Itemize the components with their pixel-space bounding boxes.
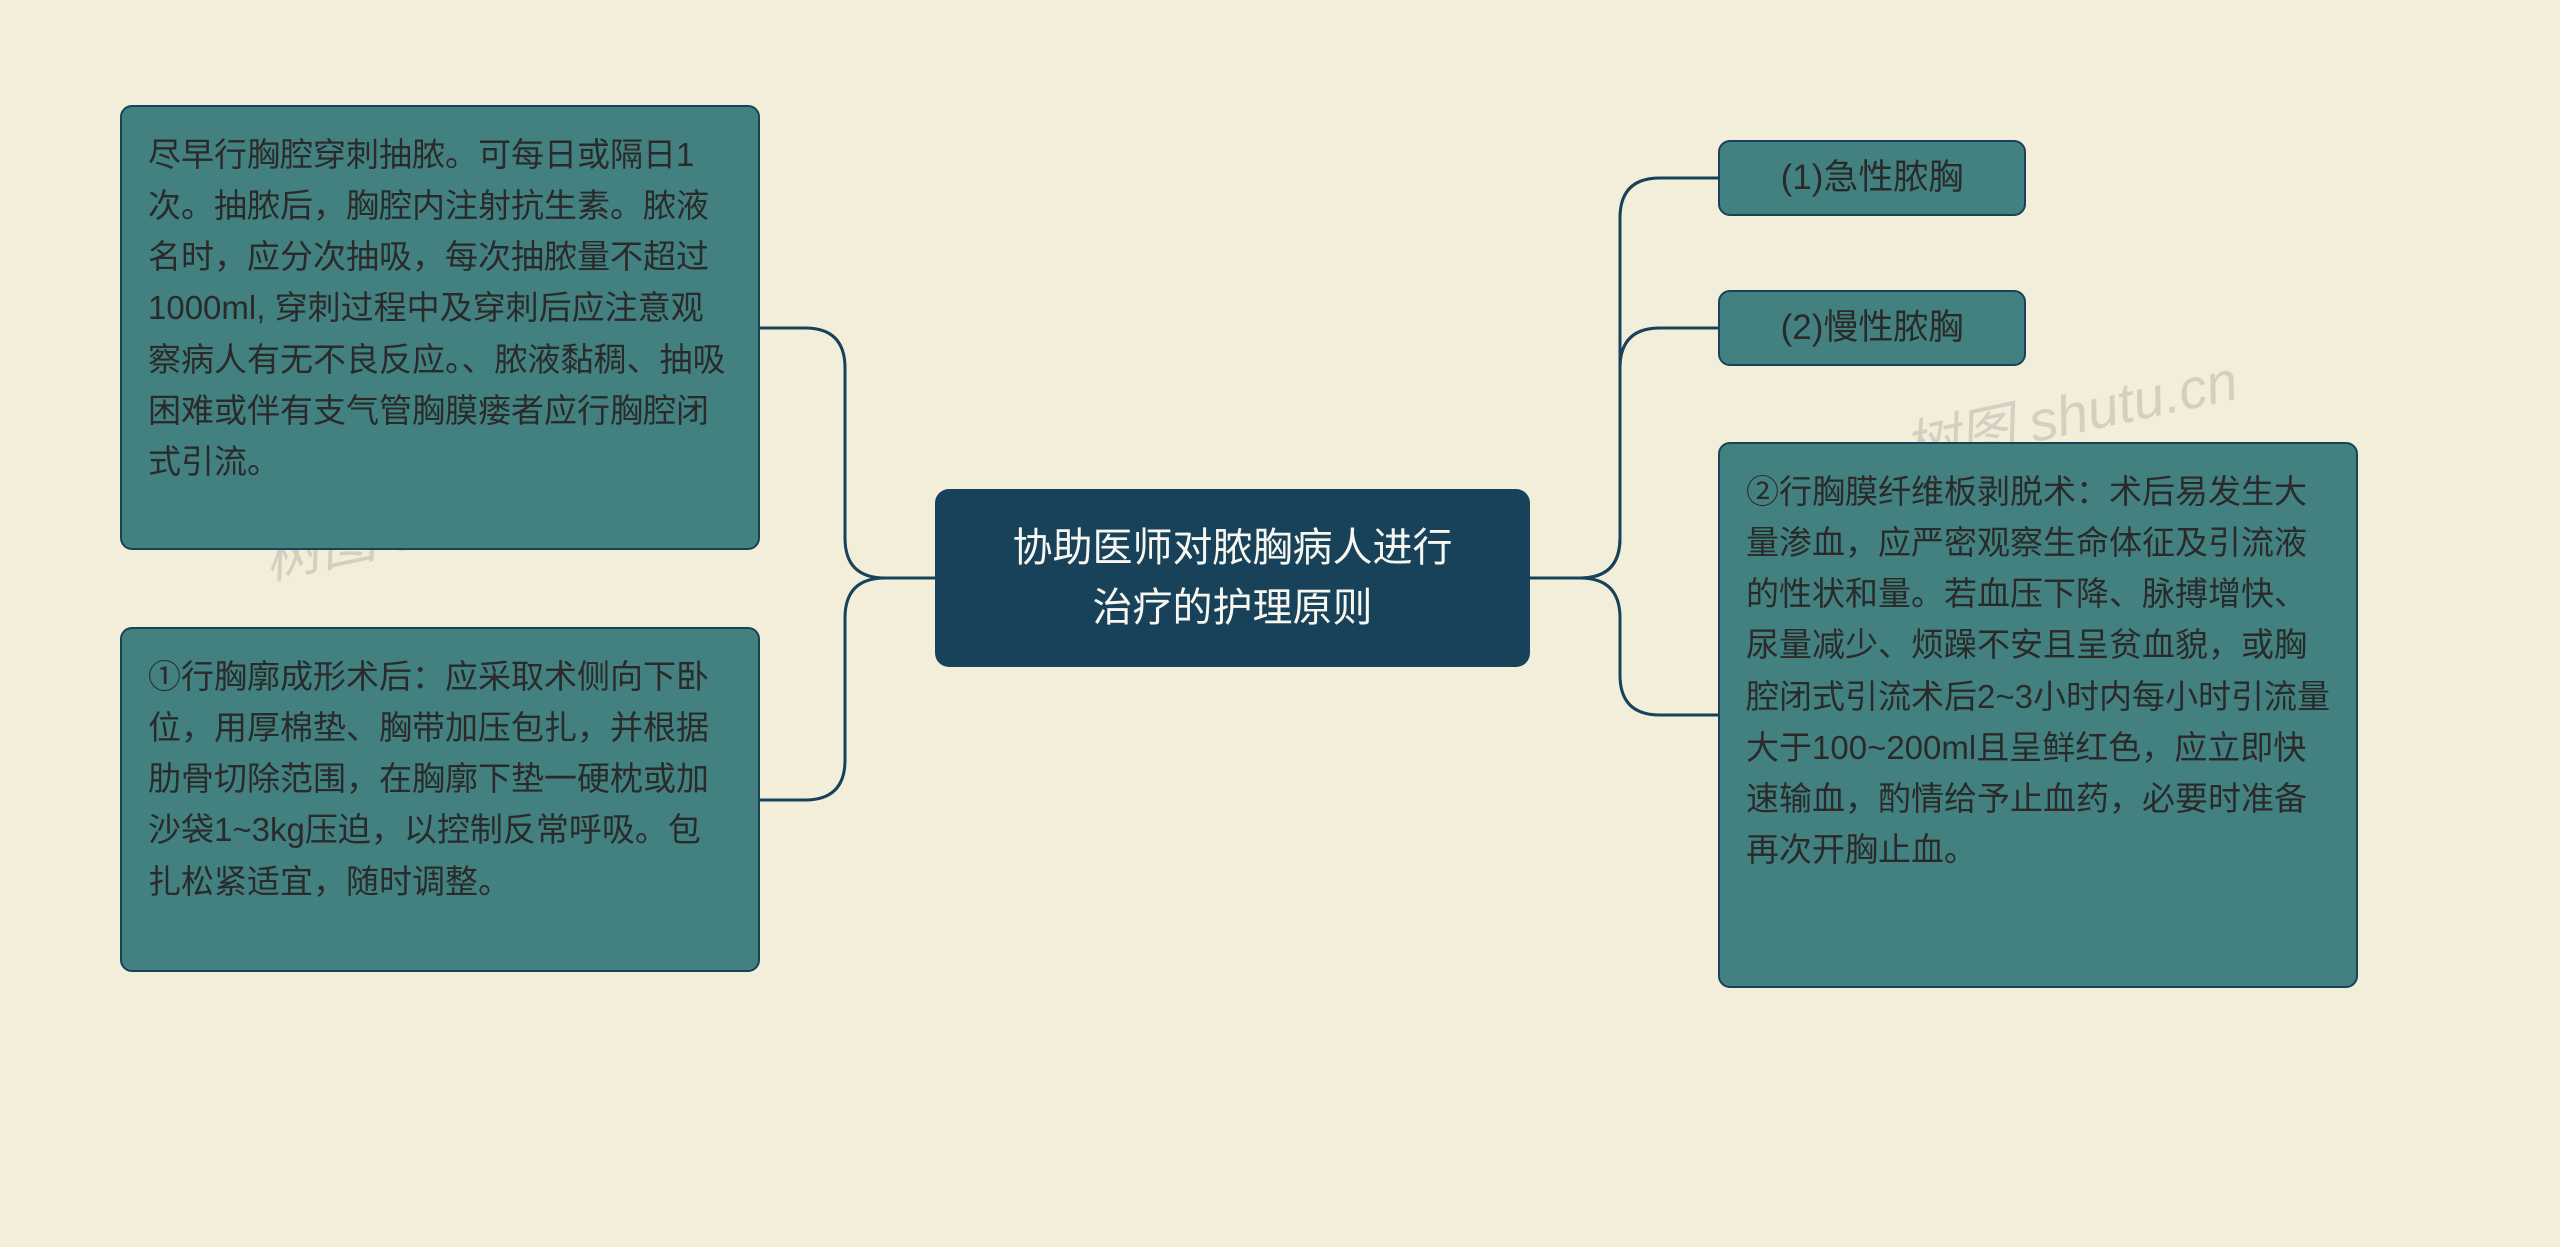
left-node-1-text: 尽早行胸腔穿刺抽脓。可每日或隔日1次。抽脓后，胸腔内注射抗生素。脓液名时，应分次…	[148, 136, 726, 480]
right-node-1: (1)急性脓胸	[1718, 140, 2026, 216]
left-node-2-text: ①行胸廓成形术后：应采取术侧向下卧位，用厚棉垫、胸带加压包扎，并根据肋骨切除范围…	[148, 658, 709, 900]
right-node-1-text: (1)急性脓胸	[1781, 151, 1964, 205]
center-node: 协助医师对脓胸病人进行治疗的护理原则	[935, 489, 1530, 667]
right-node-3: ②行胸膜纤维板剥脱术：术后易发生大量渗血，应严密观察生命体征及引流液的性状和量。…	[1718, 442, 2358, 988]
center-node-text: 协助医师对脓胸病人进行治疗的护理原则	[1013, 518, 1453, 638]
left-node-2: ①行胸廓成形术后：应采取术侧向下卧位，用厚棉垫、胸带加压包扎，并根据肋骨切除范围…	[120, 627, 760, 972]
right-node-2: (2)慢性脓胸	[1718, 290, 2026, 366]
right-node-2-text: (2)慢性脓胸	[1781, 301, 1964, 355]
left-node-1: 尽早行胸腔穿刺抽脓。可每日或隔日1次。抽脓后，胸腔内注射抗生素。脓液名时，应分次…	[120, 105, 760, 550]
right-node-3-text: ②行胸膜纤维板剥脱术：术后易发生大量渗血，应严密观察生命体征及引流液的性状和量。…	[1746, 473, 2330, 868]
